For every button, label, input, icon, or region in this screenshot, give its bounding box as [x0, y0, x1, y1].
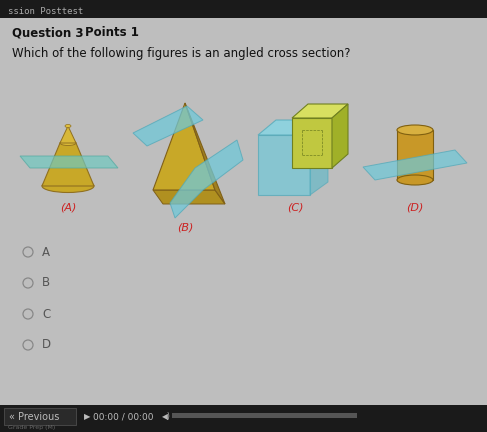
Text: Question 3: Question 3 — [12, 26, 83, 39]
FancyBboxPatch shape — [4, 408, 76, 425]
Ellipse shape — [397, 125, 433, 135]
Text: D: D — [42, 339, 51, 352]
Polygon shape — [363, 150, 467, 180]
Ellipse shape — [42, 180, 94, 193]
Polygon shape — [258, 120, 328, 135]
Text: ssion Posttest: ssion Posttest — [8, 6, 83, 16]
Text: 00:00 / 00:00: 00:00 / 00:00 — [93, 413, 153, 422]
Ellipse shape — [60, 140, 76, 146]
Polygon shape — [310, 120, 328, 195]
FancyBboxPatch shape — [0, 0, 487, 18]
Polygon shape — [153, 103, 215, 190]
Polygon shape — [170, 140, 243, 218]
Text: Grade Prep (M): Grade Prep (M) — [8, 426, 55, 431]
Text: Previous: Previous — [18, 412, 59, 422]
Polygon shape — [397, 130, 433, 180]
Text: «: « — [8, 412, 14, 422]
Ellipse shape — [397, 175, 433, 185]
Polygon shape — [20, 156, 118, 168]
Text: (C): (C) — [287, 203, 303, 213]
Polygon shape — [292, 118, 332, 168]
Ellipse shape — [65, 124, 71, 127]
Polygon shape — [332, 104, 348, 168]
Polygon shape — [60, 126, 76, 143]
Text: (A): (A) — [60, 203, 76, 213]
Text: ◀): ◀) — [162, 413, 171, 422]
Polygon shape — [258, 135, 310, 195]
Text: B: B — [42, 276, 50, 289]
Polygon shape — [292, 104, 348, 118]
Text: Which of the following figures is an angled cross section?: Which of the following figures is an ang… — [12, 48, 351, 60]
Text: Points 1: Points 1 — [85, 26, 139, 39]
Polygon shape — [153, 190, 225, 204]
Text: A: A — [42, 245, 50, 258]
FancyBboxPatch shape — [0, 405, 487, 432]
Text: ▶: ▶ — [84, 413, 91, 422]
Polygon shape — [185, 103, 225, 204]
Polygon shape — [133, 106, 203, 146]
Text: (B): (B) — [177, 223, 193, 233]
Polygon shape — [42, 143, 94, 186]
FancyBboxPatch shape — [172, 413, 357, 418]
Text: C: C — [42, 308, 50, 321]
Text: (D): (D) — [406, 203, 424, 213]
